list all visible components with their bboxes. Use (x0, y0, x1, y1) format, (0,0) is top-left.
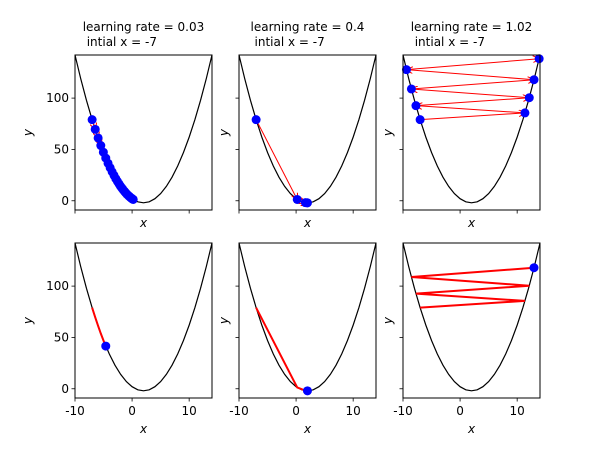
point (411, 101, 421, 111)
current-point (302, 386, 312, 396)
point (520, 108, 530, 118)
curve (403, 55, 540, 204)
x-tick-label: 0 (456, 404, 464, 418)
y-axis-label: y (381, 316, 395, 325)
point (128, 194, 138, 204)
x-axis-label: x (139, 216, 148, 230)
y-axis-label: y (217, 128, 231, 137)
point (292, 194, 302, 204)
step-arrow (416, 106, 525, 114)
x-axis-label: x (303, 422, 312, 436)
x-tick-label: 10 (346, 404, 361, 418)
point (534, 54, 544, 64)
step-arrow (411, 89, 530, 99)
current-point (101, 341, 111, 351)
y-tick-label: 50 (54, 142, 69, 156)
point (406, 84, 416, 94)
step-arrow (406, 59, 539, 71)
point (251, 115, 261, 125)
x-tick-label: -10 (65, 404, 85, 418)
step-arrow (406, 70, 535, 81)
step-arrow (411, 80, 534, 90)
x-tick-label: 10 (510, 404, 525, 418)
subplot-subtitle: intial x = -7 (415, 35, 485, 49)
descent-path (411, 266, 535, 309)
descent-path (91, 307, 107, 347)
x-tick-label: -10 (229, 404, 249, 418)
y-tick-label: 50 (54, 330, 69, 344)
point (415, 115, 425, 125)
subplot-title: learning rate = 0.4 (251, 20, 365, 34)
subplot-title: learning rate = 1.02 (411, 20, 533, 34)
axes-frame (402, 242, 541, 399)
x-axis-label: x (303, 216, 312, 230)
x-tick-label: 0 (128, 404, 136, 418)
subplot-subtitle: intial x = -7 (255, 35, 325, 49)
step-arrow (255, 119, 297, 200)
subplot-title: learning rate = 0.03 (83, 20, 205, 34)
point (93, 133, 103, 143)
y-axis-label: y (21, 316, 35, 325)
axes-frame (238, 242, 377, 399)
axes-frame (74, 242, 213, 399)
step-arrow (415, 98, 529, 107)
subplot: -10 0 10 x y (217, 242, 377, 436)
x-axis-label: x (139, 422, 148, 436)
step-arrow (420, 113, 525, 121)
y-axis-label: y (381, 128, 395, 137)
point (302, 198, 312, 208)
x-tick-label: 10 (182, 404, 197, 418)
x-axis-label: x (467, 422, 476, 436)
axes-frame (238, 54, 377, 211)
y-axis-label: y (21, 128, 35, 137)
y-tick-label: 0 (61, 194, 69, 208)
subplot-subtitle: intial x = -7 (87, 35, 157, 49)
point (87, 115, 97, 125)
x-tick-label: -10 (393, 404, 413, 418)
y-axis-label: y (217, 316, 231, 325)
subplot: -10 0 10 x y (381, 242, 541, 436)
current-point (529, 263, 539, 273)
axes-frame (402, 54, 541, 211)
x-tick-label: 0 (292, 404, 300, 418)
y-tick-label: 0 (61, 382, 69, 396)
curve (403, 243, 540, 392)
point (524, 93, 534, 103)
point (90, 124, 100, 134)
y-tick-label: 100 (46, 91, 69, 105)
y-tick-label: 100 (46, 279, 69, 293)
point (529, 75, 539, 85)
x-axis-label: x (467, 216, 476, 230)
point (401, 65, 411, 75)
axes-frame (74, 54, 213, 211)
